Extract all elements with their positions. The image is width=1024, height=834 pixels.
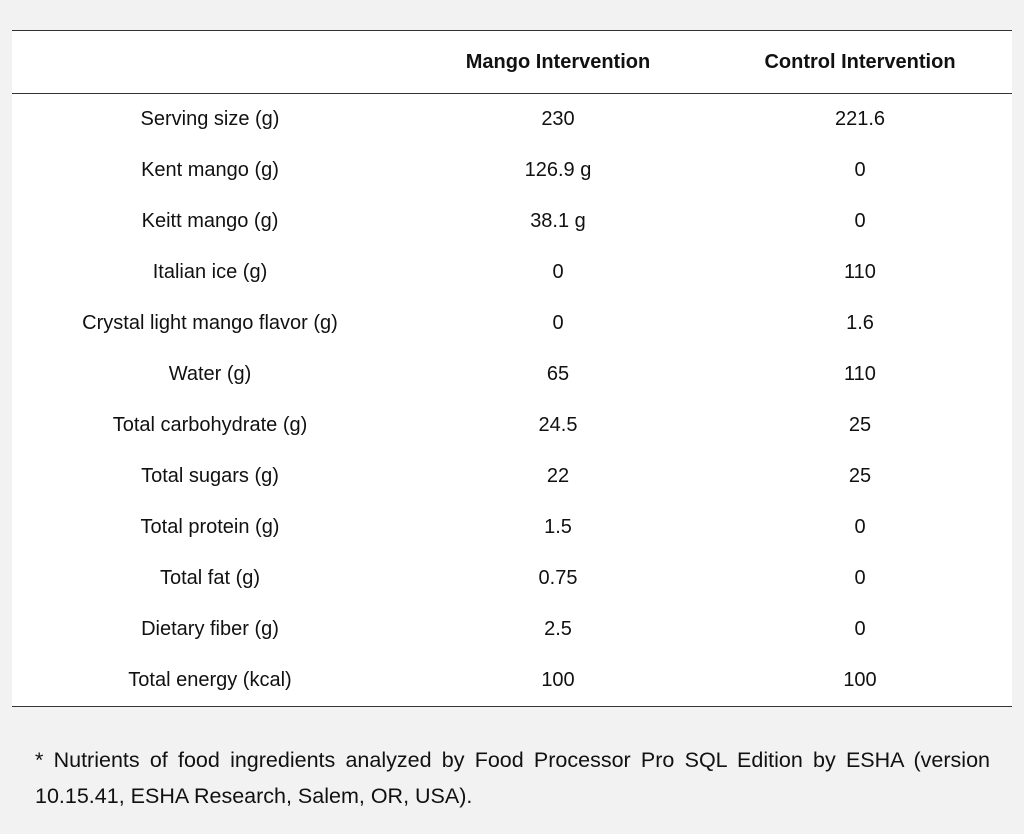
row-label: Total sugars (g) xyxy=(141,465,279,487)
mango-value: 0 xyxy=(552,312,564,334)
control-value: 0 xyxy=(854,567,866,589)
mango-value: 65 xyxy=(546,363,570,385)
control-value: 0 xyxy=(854,159,866,181)
mango-value: 38.1 g xyxy=(530,210,586,232)
row-label: Crystal light mango flavor (g) xyxy=(82,312,338,334)
mango-value: 2.5 xyxy=(544,618,572,640)
mango-value: 100 xyxy=(541,669,575,691)
control-value: 1.6 xyxy=(846,312,874,334)
table-row: Serving size (g) 230 221.6 xyxy=(12,94,1012,146)
control-value: 0 xyxy=(854,210,866,232)
mango-value: 0.75 xyxy=(538,567,578,589)
table-row: Total carbohydrate (g) 24.5 25 xyxy=(12,400,1012,451)
row-label: Total carbohydrate (g) xyxy=(112,414,308,436)
header-cell-empty xyxy=(12,31,408,94)
table-row: Dietary fiber (g) 2.5 0 xyxy=(12,604,1012,655)
table-row: Total protein (g) 1.5 0 xyxy=(12,502,1012,553)
nutrient-table-panel: Mango Intervention Control Intervention … xyxy=(12,30,1012,707)
row-label: Total fat (g) xyxy=(159,567,261,589)
control-value: 25 xyxy=(848,414,872,436)
row-label: Water (g) xyxy=(168,363,252,385)
control-value: 0 xyxy=(854,618,866,640)
header-cell-mango: Mango Intervention xyxy=(408,31,708,94)
control-value: 100 xyxy=(843,669,877,691)
control-value: 25 xyxy=(848,465,872,487)
row-label: Dietary fiber (g) xyxy=(141,618,279,640)
table-row: Water (g) 65 110 xyxy=(12,349,1012,400)
header-row: Mango Intervention Control Intervention xyxy=(12,31,1012,94)
table-row: Total sugars (g) 22 25 xyxy=(12,451,1012,502)
table-header: Mango Intervention Control Intervention xyxy=(12,31,1012,94)
control-value: 110 xyxy=(844,261,876,283)
table-row: Crystal light mango flavor (g) 0 1.6 xyxy=(12,298,1012,349)
row-label: Kent mango (g) xyxy=(141,159,279,181)
control-value: 0 xyxy=(854,516,866,538)
mango-value: 0 xyxy=(552,261,564,283)
control-value: 221.6 xyxy=(834,108,886,130)
table-row: Total energy (kcal) 100 100 xyxy=(12,655,1012,706)
header-cell-control: Control Intervention xyxy=(708,31,1012,94)
row-label: Keitt mango (g) xyxy=(141,210,279,232)
row-label: Total protein (g) xyxy=(140,516,280,538)
mango-value: 24.5 xyxy=(538,414,578,436)
control-value: 110 xyxy=(844,363,876,385)
table-row: Keitt mango (g) 38.1 g 0 xyxy=(12,196,1012,247)
mango-value: 1.5 xyxy=(544,516,572,538)
row-label: Serving size (g) xyxy=(140,108,280,130)
row-label: Total energy (kcal) xyxy=(128,669,292,691)
mango-value: 230 xyxy=(541,108,575,130)
mango-value: 22 xyxy=(546,465,570,487)
mango-value: 126.9 g xyxy=(524,159,592,181)
row-label: Italian ice (g) xyxy=(152,261,268,283)
table-row: Total fat (g) 0.75 0 xyxy=(12,553,1012,604)
table-footnote: * Nutrients of food ingredients analyzed… xyxy=(35,748,990,808)
table-body: Serving size (g) 230 221.6 Kent mango (g… xyxy=(12,94,1012,707)
table-row: Italian ice (g) 0 110 xyxy=(12,247,1012,298)
table-row: Kent mango (g) 126.9 g 0 xyxy=(12,145,1012,196)
nutrient-table: Mango Intervention Control Intervention … xyxy=(12,31,1012,706)
